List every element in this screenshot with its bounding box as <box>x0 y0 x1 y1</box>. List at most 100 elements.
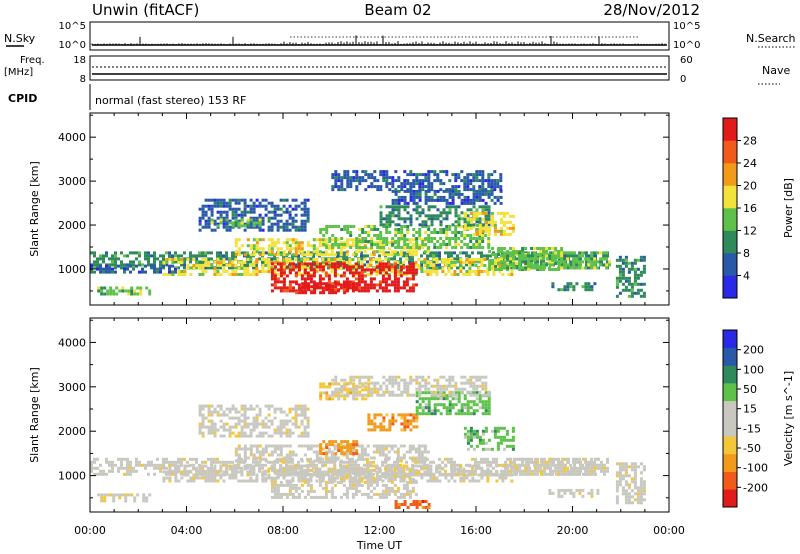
power-cell <box>490 189 494 193</box>
power-colorbar-swatch <box>723 118 737 141</box>
power-cell <box>388 217 392 221</box>
velocity-cell <box>351 468 355 472</box>
velocity-cell <box>606 457 609 461</box>
velocity-cell <box>100 499 104 503</box>
velocity-cell <box>345 464 349 468</box>
power-cell <box>240 244 244 248</box>
power-cell <box>403 179 407 183</box>
power-cell <box>234 250 238 254</box>
power-cell <box>445 243 449 246</box>
velocity-cell <box>345 474 349 478</box>
velocity-cell <box>216 470 220 474</box>
power-cell <box>147 263 150 267</box>
power-cell <box>576 254 579 258</box>
power-cell <box>483 258 487 261</box>
power-cell <box>370 243 374 246</box>
velocity-cell <box>261 463 264 467</box>
power-cell <box>447 251 450 255</box>
power-cell <box>297 257 300 261</box>
power-cell <box>521 247 525 250</box>
power-cell <box>406 225 410 228</box>
power-cell <box>291 286 295 290</box>
velocity-cell <box>402 492 406 496</box>
velocity-cell <box>183 464 187 468</box>
velocity-cell <box>270 460 273 464</box>
power-cell <box>108 263 111 267</box>
velocity-cell <box>282 471 286 475</box>
power-cell <box>394 246 398 249</box>
power-cell <box>397 217 401 221</box>
velocity-cell <box>453 479 457 483</box>
velocity-cell <box>255 425 259 429</box>
power-cell <box>246 254 249 258</box>
power-cell <box>481 192 485 196</box>
power-cell <box>533 247 537 250</box>
power-cell <box>279 207 283 211</box>
power-cell <box>530 259 534 262</box>
velocity-cell <box>639 501 643 505</box>
power-cell <box>174 254 177 258</box>
power-cell <box>492 270 496 273</box>
power-cell <box>390 257 393 261</box>
power-cell <box>406 211 410 215</box>
nsearch-tick-high: 10^5 <box>673 21 700 32</box>
power-cell <box>463 179 467 183</box>
power-cell <box>587 263 591 267</box>
power-cell <box>539 250 543 253</box>
power-cell <box>460 240 464 243</box>
power-cell <box>633 267 637 271</box>
power-cell <box>503 266 507 270</box>
velocity-cell <box>180 457 183 461</box>
velocity-cell <box>402 479 406 483</box>
power-cell <box>450 273 454 276</box>
power-cell <box>436 176 440 180</box>
power-cell <box>493 229 497 233</box>
power-cell <box>487 208 491 212</box>
power-cell <box>478 192 482 196</box>
power-cell <box>264 264 268 267</box>
power-cell <box>572 257 576 261</box>
velocity-cell <box>276 486 280 490</box>
velocity-cell <box>324 483 328 487</box>
power-cell <box>484 211 488 215</box>
power-cell <box>336 251 339 255</box>
power-cell <box>427 228 431 231</box>
power-cell <box>231 257 234 261</box>
power-cell <box>210 264 214 267</box>
power-cell <box>418 246 422 249</box>
power-cell <box>472 246 476 249</box>
velocity-cell <box>255 460 258 464</box>
power-cell <box>420 238 424 242</box>
power-cell <box>387 277 391 281</box>
velocity-cell <box>312 495 316 499</box>
power-cell <box>369 283 373 287</box>
power-cell <box>554 256 558 259</box>
velocity-cell <box>234 467 238 471</box>
velocity-cell <box>276 428 280 432</box>
velocity-cell <box>258 431 262 435</box>
power-cell <box>432 270 436 273</box>
velocity-cell <box>348 459 352 463</box>
velocity-cell <box>246 473 250 477</box>
power-cell <box>327 263 330 267</box>
velocity-cell <box>408 450 412 454</box>
velocity-cell <box>630 477 634 481</box>
power-cell <box>385 217 389 221</box>
power-cell <box>505 220 509 224</box>
power-cell <box>228 207 232 211</box>
power-cell <box>337 282 341 286</box>
power-cell <box>189 273 193 276</box>
power-cell <box>545 254 549 258</box>
velocity-cell <box>411 473 415 477</box>
power-cell <box>370 240 374 243</box>
power-cell <box>429 254 432 258</box>
velocity-cell <box>618 465 622 469</box>
power-cell <box>448 179 452 183</box>
power-cell <box>484 217 488 221</box>
power-cell <box>639 282 643 286</box>
power-cell <box>310 285 314 289</box>
power-cell <box>255 221 259 225</box>
velocity-cell <box>624 489 628 493</box>
velocity-cell <box>249 444 253 448</box>
